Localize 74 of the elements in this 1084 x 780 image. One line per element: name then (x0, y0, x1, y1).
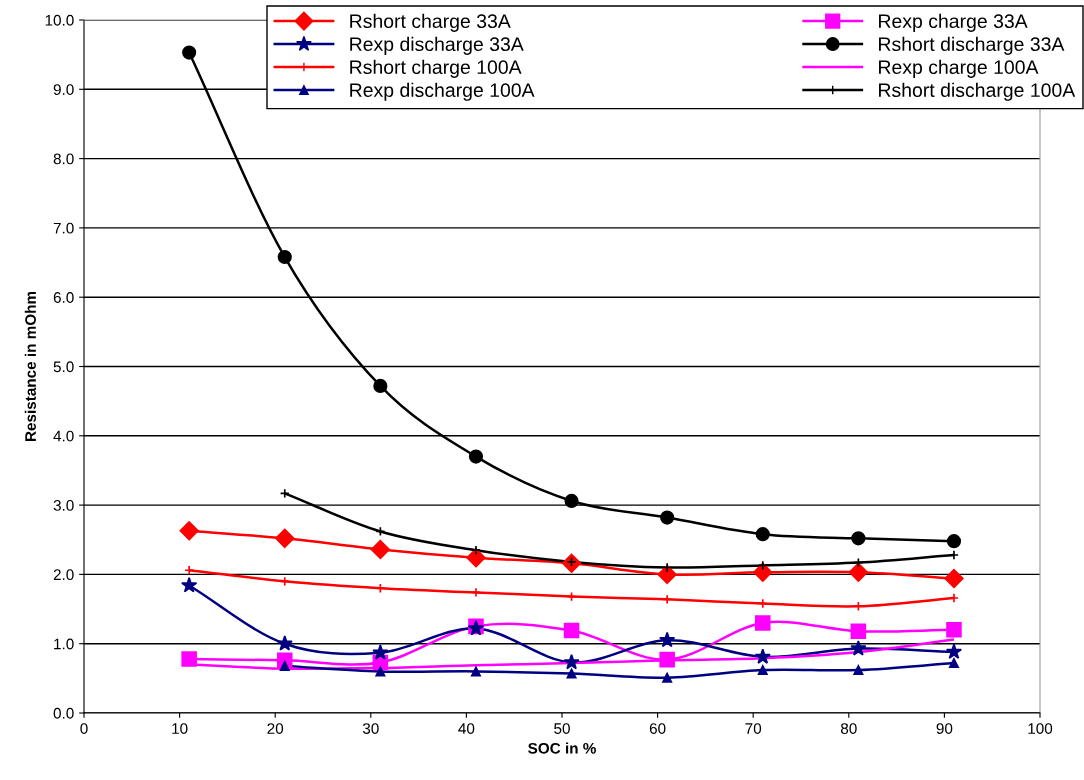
point (948, 658, 959, 669)
point (659, 631, 676, 648)
point (659, 651, 675, 668)
point (946, 534, 962, 549)
y-tick-label: 1.0 (54, 638, 74, 650)
point (848, 562, 869, 582)
x-tick-label: 20 (267, 723, 284, 734)
point (279, 576, 290, 587)
x-tick-label: 50 (554, 723, 570, 734)
point (657, 564, 677, 585)
point (277, 249, 292, 265)
point (470, 545, 481, 556)
y-tick-label: 4.0 (53, 430, 74, 442)
point (466, 548, 486, 568)
point (660, 510, 675, 525)
point (276, 635, 293, 651)
point (754, 615, 771, 631)
x-tick-label: 40 (458, 723, 475, 734)
legend-label: Rshort charge 100A (350, 59, 522, 78)
point (754, 648, 771, 664)
point (184, 565, 195, 576)
y-tick-label: 7.0 (53, 222, 74, 234)
x-tick-label: 100 (1028, 723, 1053, 734)
x-tick-label: 0 (80, 723, 88, 734)
point (181, 577, 198, 593)
x-tick-label: 10 (172, 723, 188, 734)
y-tick-label: 2.0 (53, 569, 74, 581)
point (563, 653, 580, 670)
point (946, 622, 962, 638)
y-tick-label: 0.0 (53, 707, 74, 719)
legend-label: Rshort charge 33A (350, 13, 511, 32)
point (182, 45, 197, 60)
y-axis-title: Resistance in mOhm (24, 291, 36, 442)
y-tick-label: 3.0 (53, 499, 74, 511)
point (181, 651, 197, 667)
x-tick-label: 70 (745, 723, 762, 734)
point (853, 665, 864, 676)
point (850, 640, 867, 656)
point (753, 562, 773, 582)
point (563, 622, 580, 639)
point (375, 666, 386, 677)
point (179, 521, 199, 541)
point (564, 493, 579, 509)
point (662, 672, 673, 683)
y-tick-label: 10.0 (45, 14, 74, 26)
point (468, 449, 484, 464)
point (945, 643, 963, 660)
y-tick-label: 5.0 (53, 361, 74, 373)
point (279, 488, 290, 499)
point (566, 668, 577, 679)
legend-label: Rexp discharge 100A (350, 82, 535, 101)
point (944, 568, 964, 589)
point (275, 528, 295, 549)
legend-label: Rshort discharge 33A (879, 36, 1065, 55)
legend-label: Rshort discharge 100A (879, 82, 1076, 101)
point (370, 539, 391, 560)
point (755, 527, 770, 542)
point (757, 665, 768, 676)
point (850, 623, 867, 640)
x-tick-label: 80 (840, 723, 857, 734)
x-tick-label: 90 (936, 723, 953, 734)
point (373, 378, 388, 393)
x-tick-label: 60 (649, 723, 666, 734)
x-axis-title: SOC in % (528, 742, 596, 754)
point (851, 531, 866, 546)
legend-label: Rexp charge 100A (879, 59, 1039, 78)
y-tick-label: 6.0 (53, 292, 74, 303)
legend-label: Rexp charge 33A (879, 13, 1028, 32)
point (470, 666, 481, 677)
x-tick-label: 30 (362, 723, 379, 734)
legend-label: Rexp discharge 33A (350, 36, 524, 55)
y-tick-label: 8.0 (53, 153, 74, 165)
y-tick-label: 9.0 (53, 84, 74, 95)
point (372, 644, 389, 660)
